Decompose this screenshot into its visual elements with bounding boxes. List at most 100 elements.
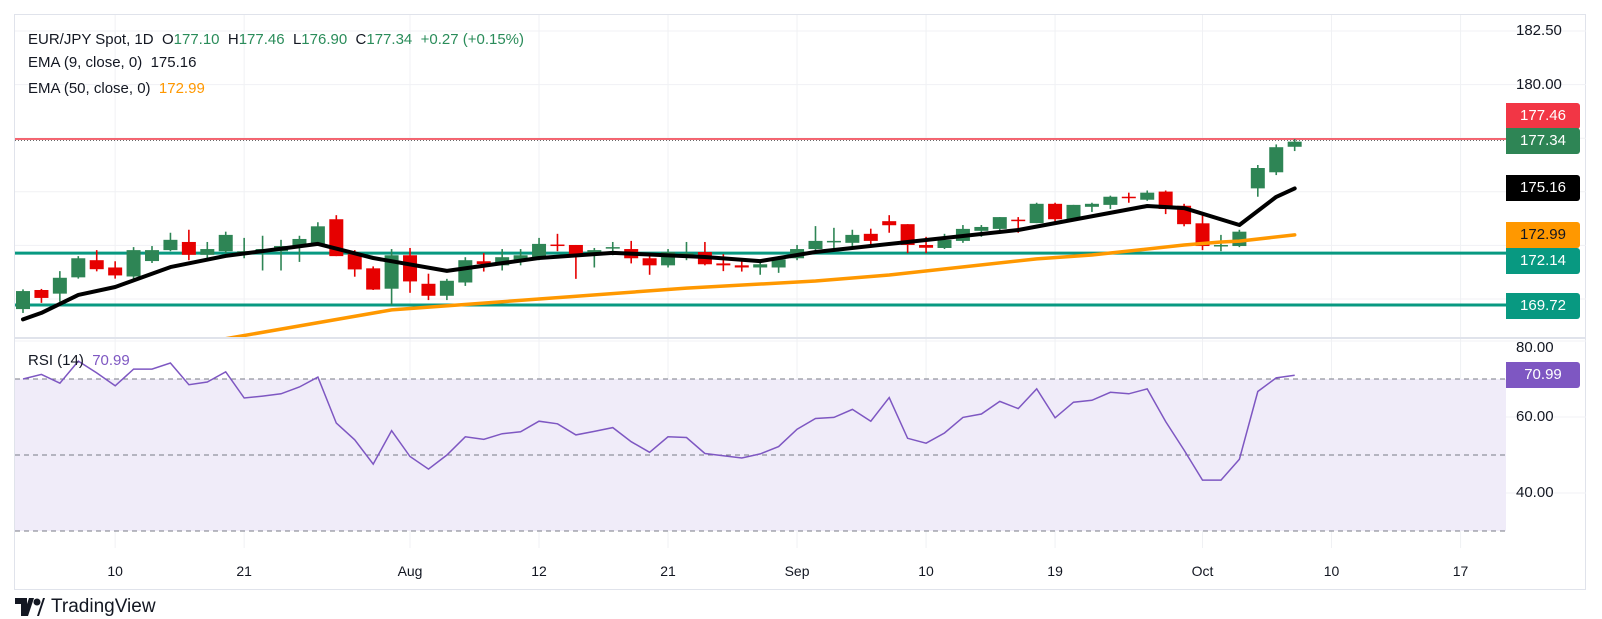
candle xyxy=(218,231,233,254)
candle-body xyxy=(145,250,160,262)
price-axis-label: 180.00 xyxy=(1516,75,1562,93)
candle xyxy=(826,227,841,249)
x-tick-label: 10 xyxy=(1324,563,1340,579)
rsi-legend[interactable]: RSI (14) 70.99 xyxy=(28,352,130,370)
candle-body xyxy=(1269,147,1284,173)
candle xyxy=(568,244,583,279)
candle xyxy=(274,239,289,271)
rsi-axis-label: 60.00 xyxy=(1516,408,1554,425)
candle-body xyxy=(919,244,934,248)
x-tick-label: 10 xyxy=(107,563,123,579)
candle-body xyxy=(439,280,454,296)
candle-body xyxy=(716,263,731,266)
ema9-badge: 175.16 xyxy=(1506,175,1580,201)
ema9-legend-label: EMA (9, close, 0) xyxy=(28,54,143,71)
candle-body xyxy=(1103,196,1118,205)
candle-body xyxy=(974,226,989,231)
low-value: 176.90 xyxy=(301,31,348,48)
candle-body xyxy=(863,233,878,241)
candle-body xyxy=(200,249,215,255)
candle xyxy=(52,271,67,302)
candle-body xyxy=(403,255,418,282)
candle xyxy=(476,253,491,272)
candle-body xyxy=(882,221,897,226)
rsi-axis-label: 40.00 xyxy=(1516,484,1554,501)
candle xyxy=(1084,202,1099,212)
candle xyxy=(34,288,49,303)
candle xyxy=(882,215,897,233)
x-tick-label: 12 xyxy=(531,563,547,579)
candle-body xyxy=(587,250,602,255)
candle xyxy=(1140,190,1155,201)
candle xyxy=(587,247,602,268)
symbol-title: EUR/JPY Spot, 1D xyxy=(28,31,154,48)
candle-body xyxy=(532,243,547,259)
candle-body xyxy=(34,289,49,298)
ema9-line xyxy=(21,186,1297,322)
symbol-legend: EUR/JPY Spot, 1D O177.10 H177.46 L176.90… xyxy=(28,31,524,49)
candle-body xyxy=(550,244,565,247)
tradingview-logo-text: TradingView xyxy=(51,596,156,617)
rsi-value-badge: 70.99 xyxy=(1506,362,1580,388)
candle-body xyxy=(126,250,141,277)
candle-body xyxy=(89,260,104,270)
candle-body xyxy=(52,277,67,294)
candle xyxy=(163,232,178,252)
price-pane xyxy=(15,138,1506,338)
change-value: +0.27 (+0.15%) xyxy=(420,31,525,48)
time-axis[interactable]: 10 21 Aug 12 21 Sep 10 19 Oct 10 17 xyxy=(107,563,1468,579)
candle xyxy=(642,256,657,275)
candle xyxy=(403,247,418,293)
candle-body xyxy=(108,267,123,276)
candle-body xyxy=(476,261,491,265)
x-tick-label: 21 xyxy=(660,563,676,579)
candle xyxy=(1287,139,1302,152)
candle xyxy=(1048,202,1063,225)
ema9-legend[interactable]: EMA (9, close, 0) 175.16 xyxy=(28,54,196,72)
candle xyxy=(16,289,30,313)
candle-body xyxy=(845,234,860,243)
candle xyxy=(863,228,878,247)
candle-body xyxy=(826,240,841,243)
candle xyxy=(108,261,123,279)
candle xyxy=(1158,190,1173,215)
candle xyxy=(1269,144,1284,176)
open-value: 177.10 xyxy=(173,31,220,48)
rsi-line xyxy=(22,360,1295,481)
candle xyxy=(126,247,141,282)
candle xyxy=(421,273,436,301)
chart-frame xyxy=(14,14,1586,590)
ema50-line xyxy=(219,233,1297,338)
candle xyxy=(439,278,454,301)
candle xyxy=(384,249,399,306)
ema50-legend-label: EMA (50, close, 0) xyxy=(28,80,151,97)
candle-body xyxy=(71,258,86,278)
rsi-band-fill xyxy=(15,379,1506,531)
candle-body xyxy=(458,260,473,283)
x-tick-label: 19 xyxy=(1047,563,1063,579)
ema50-badge: 172.99 xyxy=(1506,222,1580,248)
candle xyxy=(1232,229,1247,248)
candle-body xyxy=(1158,191,1173,209)
x-tick-label: 10 xyxy=(918,563,934,579)
candle xyxy=(181,229,196,261)
candle-body xyxy=(218,234,233,252)
candle xyxy=(1121,192,1136,203)
support-level-badge-2: 169.72 xyxy=(1506,293,1580,319)
candle xyxy=(1103,195,1118,209)
candle xyxy=(89,250,104,272)
ema50-legend[interactable]: EMA (50, close, 0) 172.99 xyxy=(28,80,205,98)
candle-body xyxy=(808,240,823,250)
rsi-legend-value: 70.99 xyxy=(92,352,130,369)
candle-body xyxy=(1140,192,1155,200)
tradingview-logo[interactable]: TradingView xyxy=(15,596,156,618)
candle-body xyxy=(292,238,307,248)
candle xyxy=(71,256,86,279)
candle xyxy=(845,229,860,247)
x-tick-label: Oct xyxy=(1192,563,1214,579)
support-level-badge-1: 172.14 xyxy=(1506,248,1580,274)
x-tick-label: Sep xyxy=(785,563,810,579)
last-price-badge: 177.34 xyxy=(1506,128,1580,154)
rsi-legend-label: RSI (14) xyxy=(28,352,84,369)
